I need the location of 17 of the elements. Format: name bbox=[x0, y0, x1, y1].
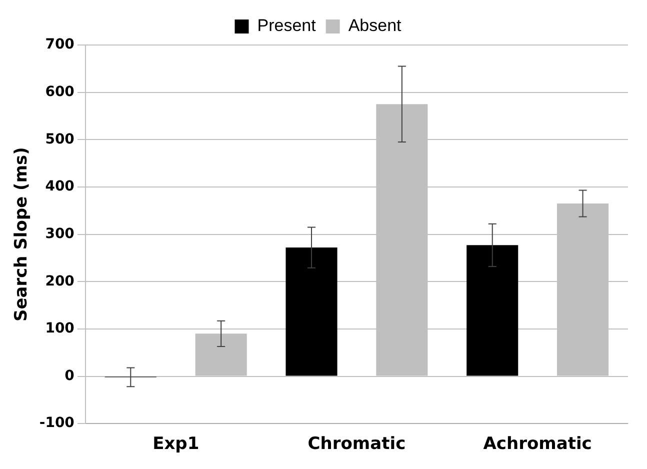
y-tick-label: 200 bbox=[45, 273, 75, 290]
y-axis-title: Search Slope (ms) bbox=[12, 147, 32, 322]
y-tick-label: 0 bbox=[64, 368, 75, 384]
y-tick-label: 400 bbox=[45, 178, 75, 195]
x-tick-label: Exp1 bbox=[152, 434, 200, 454]
y-tick-label: 500 bbox=[45, 131, 75, 148]
y-tick-label: 700 bbox=[45, 36, 75, 53]
x-tick-label: Achromatic bbox=[483, 434, 592, 454]
y-tick-label: 600 bbox=[45, 84, 75, 100]
bar bbox=[466, 245, 518, 376]
bar bbox=[286, 248, 338, 376]
x-tick-label: Chromatic bbox=[308, 434, 406, 454]
y-tick-label: -100 bbox=[39, 415, 75, 432]
legend-label: Present bbox=[257, 16, 316, 36]
legend-label: Absent bbox=[348, 16, 402, 36]
y-tick-label: 300 bbox=[45, 226, 75, 242]
y-tick-label: 100 bbox=[45, 320, 75, 337]
